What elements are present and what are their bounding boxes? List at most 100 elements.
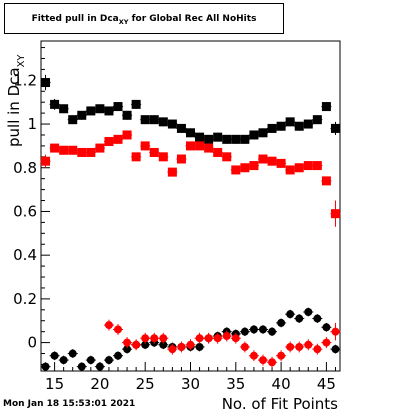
data-point-square	[158, 117, 168, 127]
data-point-square	[131, 152, 141, 162]
data-point-circle	[132, 340, 141, 349]
data-point-square	[176, 154, 186, 164]
y-tick-label: 0.8	[13, 159, 37, 177]
y-tick-label: 0.6	[13, 202, 37, 220]
data-point-circle	[104, 356, 113, 365]
data-point-square	[285, 165, 295, 175]
data-point-square	[95, 143, 105, 153]
data-point-square	[122, 110, 132, 120]
data-point-square	[186, 128, 195, 138]
data-point-square	[213, 147, 223, 157]
data-point-circle	[204, 334, 213, 343]
data-point-square	[104, 106, 114, 116]
data-point-circle	[313, 314, 322, 323]
data-point-circle	[159, 340, 168, 349]
data-point-square	[50, 99, 60, 109]
data-point-square	[122, 130, 132, 140]
data-point-circle	[141, 334, 150, 343]
data-point-circle	[249, 351, 258, 360]
data-point-square	[231, 165, 241, 175]
data-point-square	[285, 117, 295, 127]
data-point-circle	[268, 327, 277, 336]
y-tick-label: 0.4	[13, 246, 37, 264]
data-point-circle	[222, 332, 231, 341]
data-point-square	[312, 115, 322, 125]
data-point-circle	[331, 327, 340, 336]
data-point-square	[158, 152, 168, 162]
y-tick-label: 0.2	[13, 290, 37, 308]
data-point-circle	[195, 334, 204, 343]
data-point-circle	[313, 345, 322, 354]
data-point-square	[59, 145, 69, 155]
data-point-square	[113, 134, 123, 144]
data-point-circle	[104, 321, 113, 330]
x-tick-label: 20	[90, 375, 109, 393]
data-point-circle	[141, 340, 150, 349]
x-tick-label: 40	[272, 375, 291, 393]
data-point-circle	[123, 338, 132, 347]
data-point-circle	[41, 362, 50, 371]
data-point-circle	[150, 334, 159, 343]
data-point-circle	[168, 345, 177, 354]
data-point-square	[321, 176, 331, 186]
data-point-square	[240, 163, 250, 173]
data-point-circle	[277, 318, 286, 327]
data-point-square	[321, 102, 331, 112]
x-tick-label: 30	[181, 375, 200, 393]
data-point-circle	[304, 307, 313, 316]
data-point-square	[77, 110, 87, 120]
x-tick-label: 25	[136, 375, 155, 393]
timestamp-label: Mon Jan 18 15:53:01 2021	[3, 399, 136, 409]
data-point-square	[68, 145, 78, 155]
y-tick-label: 1.2	[13, 71, 37, 89]
data-point-square	[95, 104, 105, 114]
data-point-circle	[249, 325, 258, 334]
data-point-square	[222, 134, 232, 144]
data-point-circle	[114, 325, 123, 334]
data-point-square	[312, 161, 322, 171]
y-axis-title: pull in DcaXY	[5, 54, 27, 147]
data-point-circle	[258, 356, 267, 365]
data-point-circle	[50, 351, 59, 360]
data-point-square	[50, 143, 60, 153]
data-point-circle	[159, 334, 168, 343]
chart-title-box: Fitted pull in DcaXY for Global Rec All …	[4, 3, 284, 34]
data-point-circle	[186, 340, 195, 349]
data-point-circle	[123, 345, 132, 354]
data-point-square	[303, 119, 313, 129]
data-point-circle	[295, 314, 304, 323]
x-tick-label: 15	[45, 375, 64, 393]
data-point-square	[276, 121, 286, 131]
data-point-square	[186, 141, 195, 151]
data-point-circle	[177, 342, 186, 351]
data-point-circle	[240, 327, 249, 336]
data-point-square	[303, 161, 313, 171]
data-point-circle	[268, 358, 277, 367]
data-point-square	[330, 123, 340, 133]
x-axis-title: No. of Fit Points	[222, 395, 338, 413]
data-point-square	[222, 152, 232, 162]
data-point-square	[167, 119, 177, 129]
data-point-square	[140, 141, 150, 151]
data-point-square	[77, 147, 87, 157]
data-point-circle	[77, 362, 86, 371]
data-point-square	[86, 147, 96, 157]
data-point-circle	[195, 342, 204, 351]
data-point-circle	[295, 342, 304, 351]
data-point-circle	[95, 362, 104, 371]
data-point-square	[113, 102, 123, 112]
data-point-circle	[258, 325, 267, 334]
data-point-square	[213, 132, 223, 142]
data-point-square	[41, 156, 51, 166]
data-point-circle	[68, 349, 77, 358]
data-point-square	[167, 167, 177, 177]
data-point-square	[131, 99, 141, 109]
data-point-square	[267, 156, 277, 166]
data-point-circle	[86, 356, 95, 365]
data-point-square	[176, 123, 186, 133]
data-point-circle	[231, 334, 240, 343]
data-point-square	[294, 121, 304, 131]
data-point-square	[258, 128, 268, 138]
data-point-circle	[213, 334, 222, 343]
